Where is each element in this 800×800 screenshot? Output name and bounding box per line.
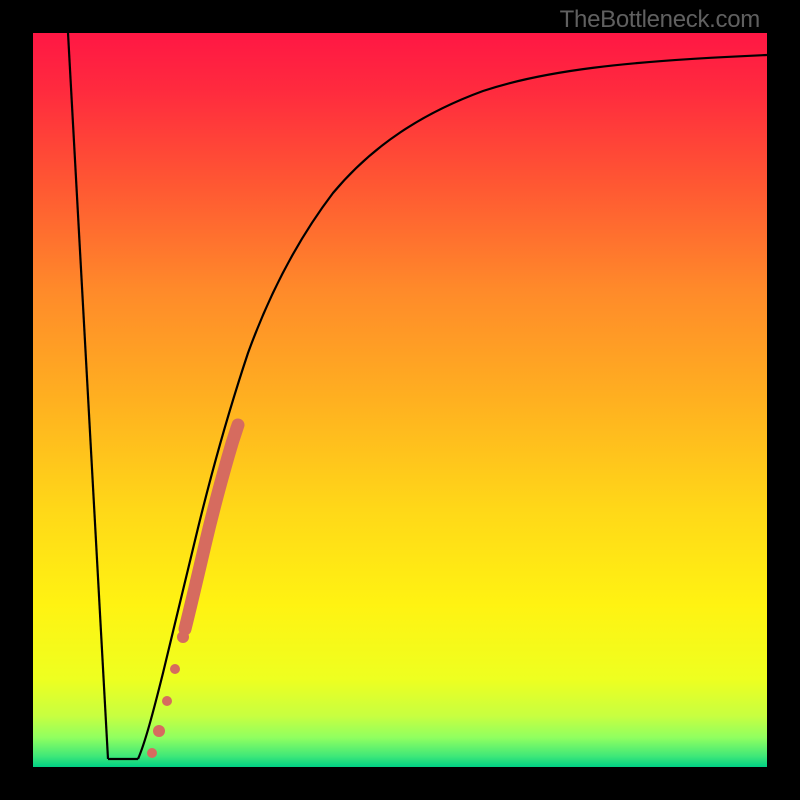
watermark-text: TheBottleneck.com	[560, 6, 760, 34]
marker-dot	[177, 631, 189, 643]
marker-dot	[170, 664, 180, 674]
marker-dot	[147, 748, 157, 758]
marker-dot	[162, 696, 172, 706]
marker-thick-segment	[185, 425, 238, 629]
chart-container: TheBottleneck.com	[0, 0, 800, 800]
chart-curves	[33, 33, 767, 767]
curve-descending	[68, 33, 108, 759]
marker-dot	[153, 725, 165, 737]
plot-area	[33, 33, 767, 767]
curve-ascending	[138, 55, 767, 759]
